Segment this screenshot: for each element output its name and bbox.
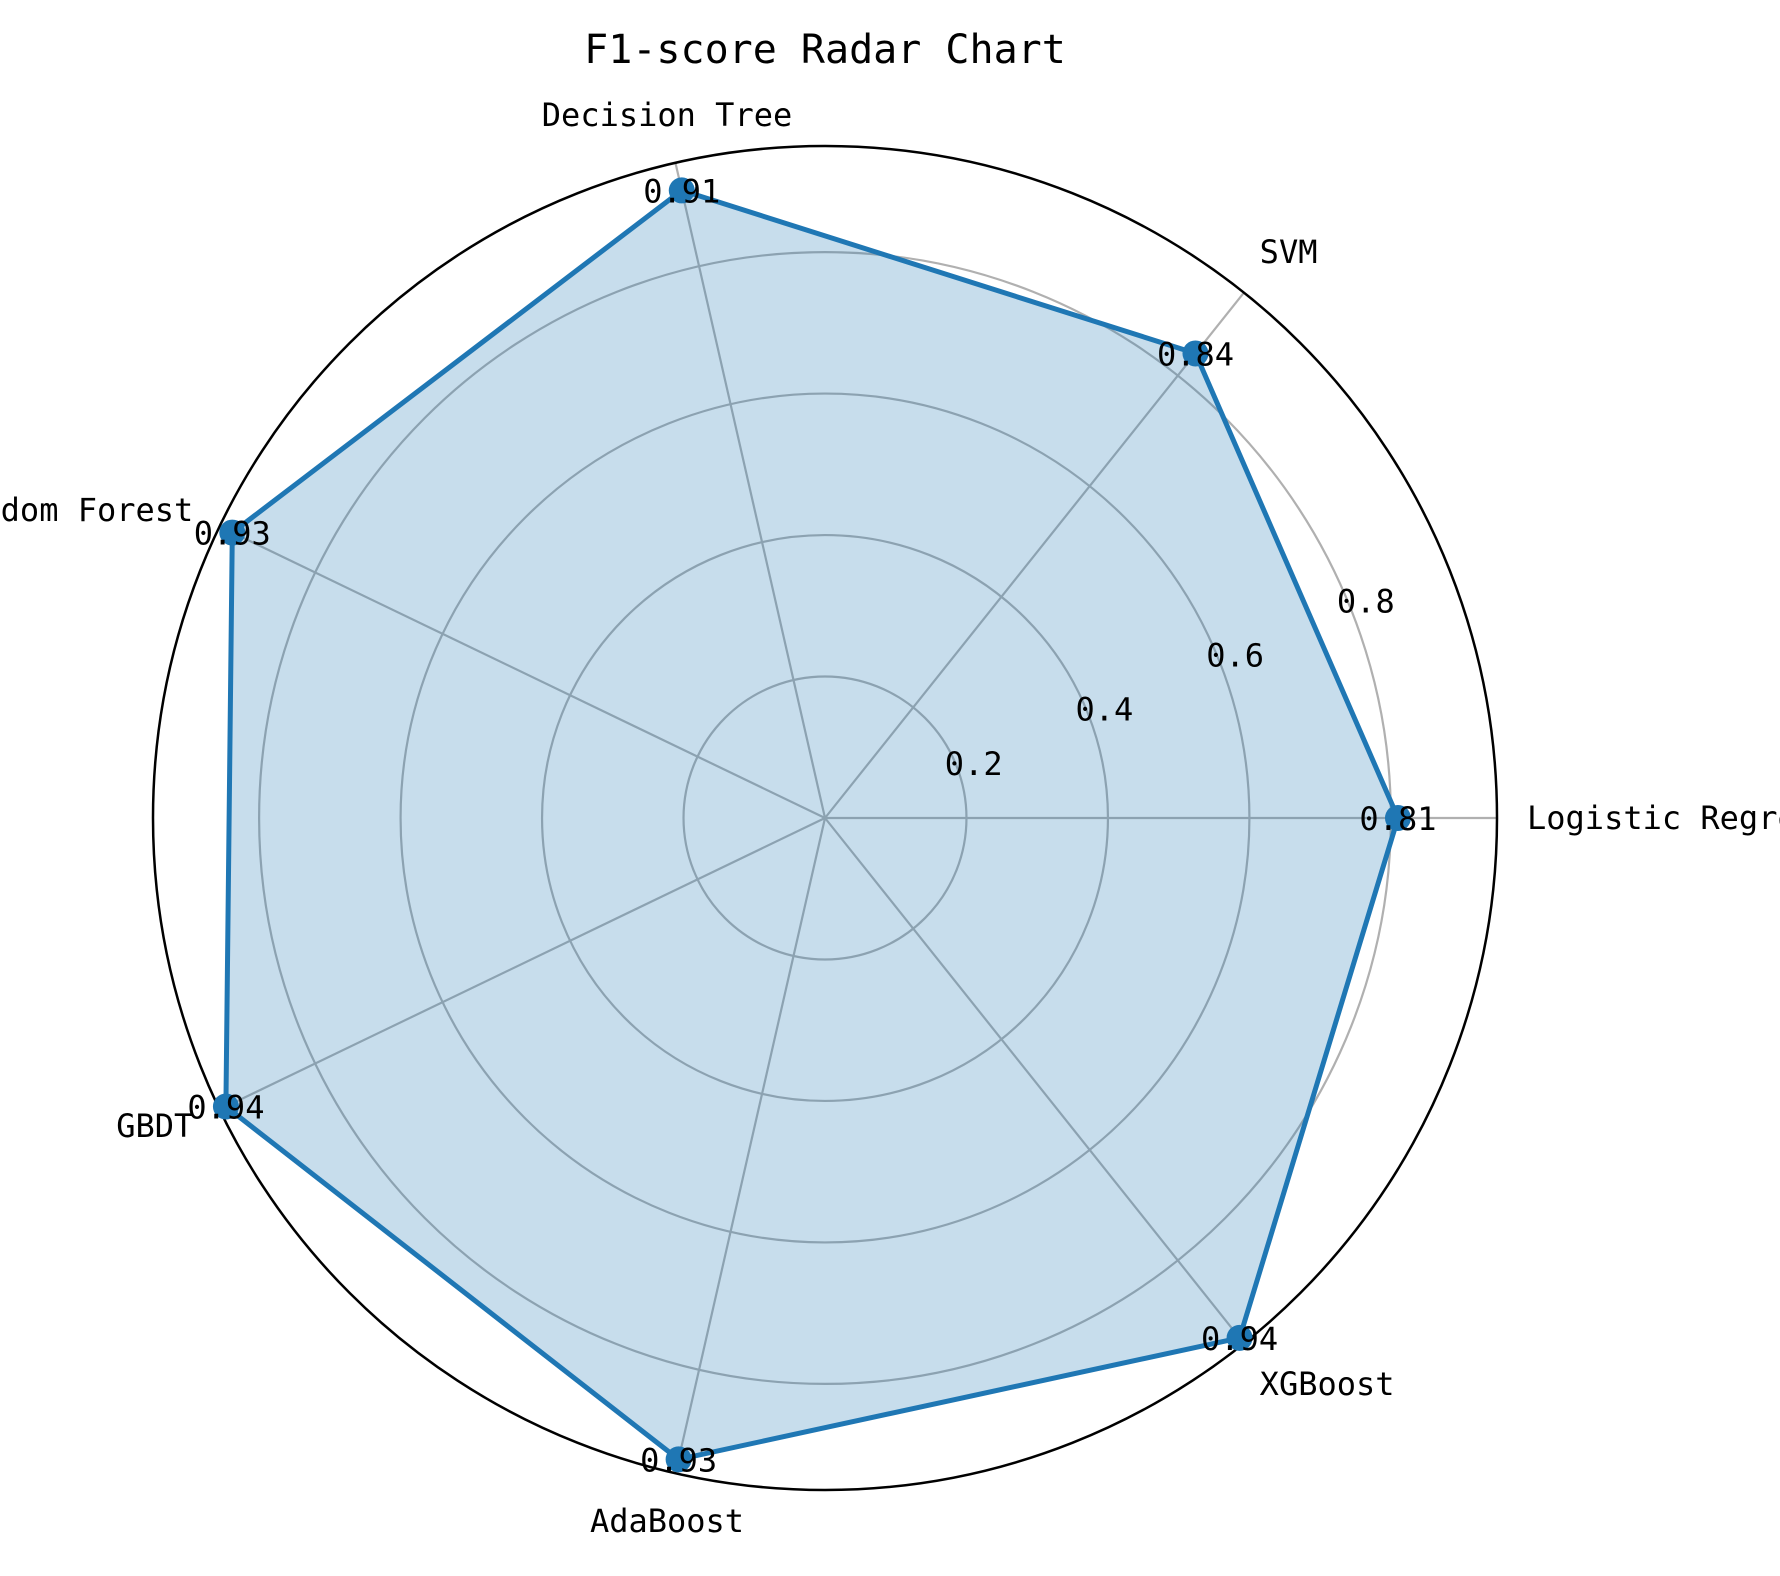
data-point-3 <box>219 519 246 546</box>
data-point-0 <box>1384 805 1411 831</box>
value-label-1: 0.84 <box>1157 335 1234 373</box>
r-tick-label-0: 0.2 <box>945 745 1003 783</box>
spoke-4 <box>219 817 826 1111</box>
data-point-6 <box>1226 1324 1253 1351</box>
category-label-1: SVM <box>1260 233 1318 271</box>
category-label-2: Decision Tree <box>542 96 792 134</box>
spoke-3 <box>219 525 826 819</box>
spoke-5 <box>674 817 827 1474</box>
value-label-4: 0.94 <box>187 1089 264 1127</box>
outer-frame <box>151 144 1499 1492</box>
spoke-6 <box>824 817 1245 1345</box>
series-fill <box>225 190 1398 1460</box>
category-label-5: AdaBoost <box>590 1502 744 1540</box>
value-label-2: 0.91 <box>643 172 720 210</box>
value-label-6: 0.94 <box>1201 1320 1278 1358</box>
spoke-2 <box>674 162 827 819</box>
data-point-5 <box>665 1446 692 1473</box>
r-tick-label-3: 0.8 <box>1337 582 1395 620</box>
data-point-1 <box>1182 340 1209 367</box>
value-label-0: 0.81 <box>1359 800 1436 838</box>
category-label-0: Logistic Regression <box>1527 799 1780 837</box>
series-line <box>223 187 1401 1462</box>
data-point-2 <box>668 177 695 204</box>
value-label-3: 0.93 <box>194 515 271 553</box>
category-label-3: Random Forest <box>0 491 193 529</box>
category-label-6: XGBoost <box>1260 1365 1395 1403</box>
radar-labels: 0.81 0.84 0.91 0.93 0.94 0.93 0.94 Logistic Reg… <box>0 96 1780 1540</box>
data-point-4 <box>212 1093 239 1120</box>
r-tick-label-1: 0.4 <box>1076 691 1134 729</box>
value-label-5: 0.93 <box>640 1441 717 1479</box>
r-tick-label-2: 0.6 <box>1206 637 1264 675</box>
radar-series <box>212 177 1411 1473</box>
chart-title: F1-score Radar Chart <box>584 27 1066 73</box>
category-label-4: GBDT <box>116 1107 193 1145</box>
spoke-1 <box>824 291 1245 819</box>
